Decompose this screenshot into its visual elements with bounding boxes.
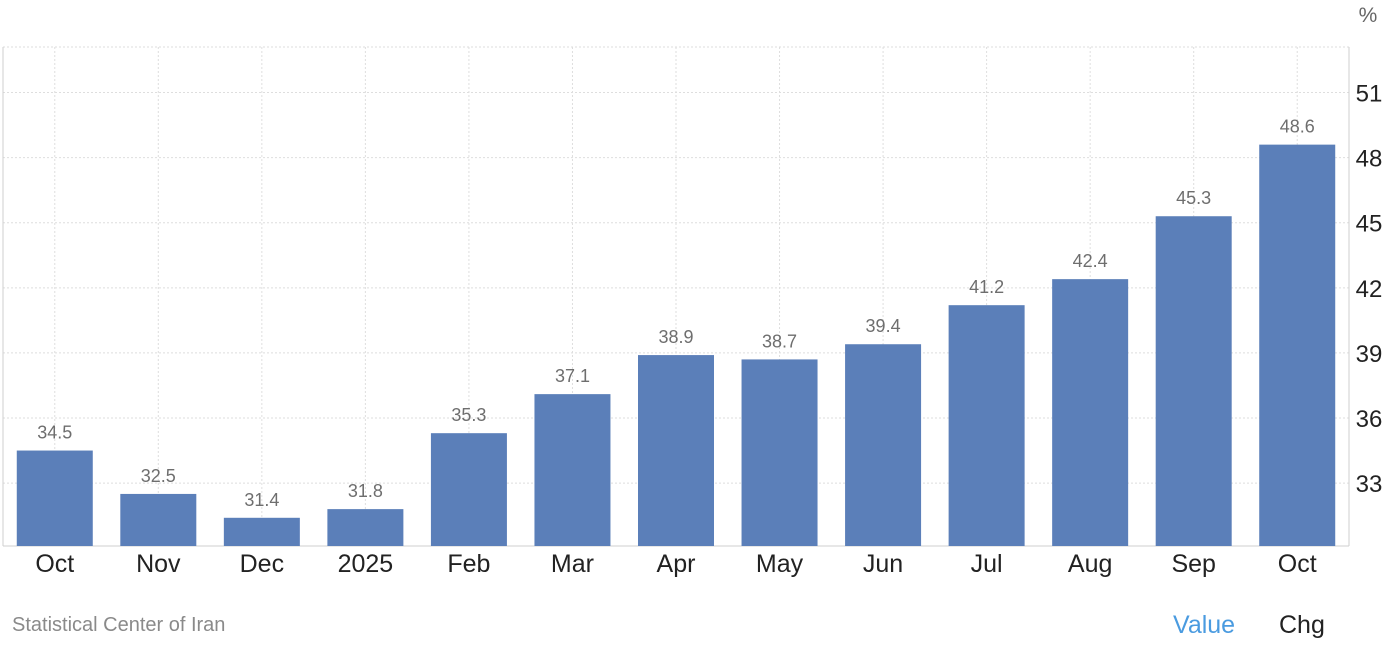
bar[interactable] [16, 450, 93, 546]
bar[interactable] [1052, 279, 1129, 546]
y-axis-unit: % [1359, 4, 1378, 27]
bar-chart: 34.5 32.5 31.4 31.8 35.3 37.1 38.9 38.7 39.4 41.2… [2, 4, 1383, 578]
tab-chg[interactable]: Chg [1279, 611, 1325, 639]
x-tick-label: Feb [447, 550, 490, 578]
x-axis-ticks: Oct Nov Dec 2025 Feb Mar Apr May Jun Jul Aug Sep Oct [35, 550, 1316, 578]
x-tick-label: Sep [1171, 550, 1215, 578]
tab-value[interactable]: Value [1173, 611, 1236, 639]
x-tick-label: May [756, 550, 804, 578]
x-tick-label: Apr [657, 550, 696, 578]
bar[interactable] [1155, 216, 1232, 547]
x-tick-label: Oct [1278, 550, 1317, 578]
x-tick-label: Oct [35, 550, 74, 578]
bar-value-label: 41.2 [969, 277, 1004, 297]
bar-value-label: 34.5 [37, 423, 72, 443]
x-tick-label: Jul [971, 550, 1003, 578]
bar-data-labels: 34.5 32.5 31.4 31.8 35.3 37.1 38.9 38.7 39.4 41.2… [37, 117, 1315, 510]
bar[interactable] [534, 394, 611, 546]
y-tick-label: 45 [1356, 211, 1383, 238]
x-tick-label: Aug [1068, 550, 1112, 578]
y-tick-label: 36 [1356, 406, 1383, 433]
bar[interactable] [430, 433, 507, 546]
bar-value-label: 31.4 [244, 490, 279, 510]
bar[interactable] [1259, 144, 1336, 546]
bar[interactable] [948, 305, 1025, 546]
bar-value-label: 31.8 [348, 481, 383, 501]
bar-value-label: 35.3 [451, 405, 486, 425]
bar[interactable] [120, 493, 197, 546]
x-tick-label: Dec [240, 550, 284, 578]
bar-value-label: 45.3 [1176, 188, 1211, 208]
bar[interactable] [223, 517, 300, 546]
x-tick-label: Nov [136, 550, 181, 578]
x-tick-label: 2025 [338, 550, 394, 578]
bar[interactable] [638, 355, 714, 546]
bar-value-label: 37.1 [555, 366, 590, 386]
bar-value-label: 42.4 [1073, 251, 1108, 271]
bars [16, 144, 1336, 547]
y-tick-label: 33 [1356, 471, 1383, 498]
y-tick-label: 48 [1356, 146, 1383, 173]
bar-value-label: 39.4 [866, 316, 901, 336]
bar-value-label: 48.6 [1280, 117, 1315, 137]
grid-lines [2, 46, 1350, 547]
bar-value-label: 38.7 [762, 331, 797, 351]
y-tick-label: 51 [1356, 81, 1383, 108]
bar[interactable] [327, 509, 404, 546]
bar[interactable] [741, 359, 818, 546]
x-tick-label: Mar [551, 550, 594, 578]
y-tick-label: 42 [1356, 276, 1383, 303]
x-tick-label: Jun [863, 550, 903, 578]
y-tick-label: 39 [1356, 341, 1383, 368]
bar-value-label: 38.9 [658, 327, 693, 347]
source-caption: Statistical Center of Iran [12, 614, 226, 636]
bar[interactable] [845, 344, 922, 546]
y-axis-ticks: 33 36 39 42 45 48 51 [1356, 81, 1383, 499]
bar-value-label: 32.5 [141, 466, 176, 486]
